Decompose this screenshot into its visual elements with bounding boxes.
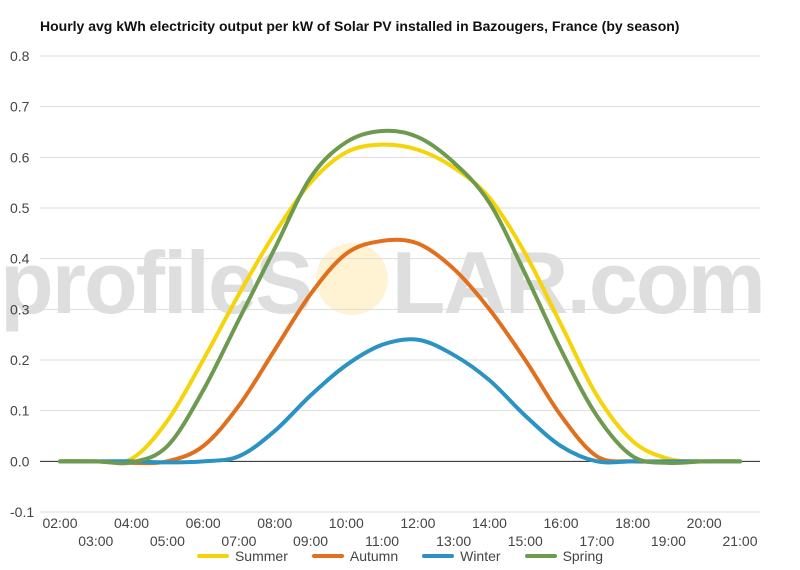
y-axis-ticks: 0.8 0.7 0.6 0.5 0.4 0.3 0.2 0.1 0.0 -0.1 (10, 48, 34, 520)
x-tick-label: 17:00 (579, 533, 614, 549)
legend-item-winter[interactable]: Winter (422, 548, 501, 564)
x-tick-label: 19:00 (651, 533, 686, 549)
legend-swatch-winter (422, 554, 455, 558)
legend-label-spring: Spring (562, 548, 604, 564)
y-tick-label: 0.6 (10, 149, 30, 165)
series-line-winter (58, 337, 742, 465)
x-tick-label: 06:00 (186, 515, 221, 531)
x-tick-label: 16:00 (544, 515, 579, 531)
y-tick-label: 0.0 (10, 453, 30, 469)
x-tick-label: 14:00 (472, 515, 507, 531)
x-axis-ticks: 02:0003:0004:0005:0006:0007:0008:0009:00… (42, 515, 757, 549)
legend-swatch-spring (524, 554, 557, 558)
x-tick-label: 05:00 (150, 533, 185, 549)
y-tick-label: 0.3 (10, 301, 30, 317)
x-tick-label: 20:00 (687, 515, 722, 531)
legend-swatch-autumn (311, 554, 344, 558)
x-tick-label: 08:00 (257, 515, 292, 531)
grid-lines (40, 55, 760, 513)
x-tick-label: 09:00 (293, 533, 328, 549)
watermark-text-left: profileS (0, 233, 314, 332)
x-tick-label: 07:00 (221, 533, 256, 549)
x-tick-label: 10:00 (329, 515, 364, 531)
legend-swatch-summer (196, 554, 229, 558)
y-tick-label: 0.8 (10, 48, 30, 64)
x-tick-label: 12:00 (400, 515, 435, 531)
x-tick-label: 03:00 (78, 533, 113, 549)
y-tick-label: 0.5 (10, 200, 30, 216)
legend-item-summer[interactable]: Summer (196, 548, 288, 564)
y-tick-label: -0.1 (10, 504, 34, 520)
x-tick-label: 13:00 (436, 533, 471, 549)
x-tick-label: 15:00 (508, 533, 543, 549)
x-tick-label: 02:00 (42, 515, 77, 531)
y-tick-label: 0.1 (10, 403, 30, 419)
series-line-summer (58, 142, 742, 465)
chart-title: Hourly avg kWh electricity output per kW… (40, 18, 680, 34)
y-tick-label: 0.7 (10, 99, 30, 115)
legend-item-spring[interactable]: Spring (524, 548, 604, 564)
legend: Summer Autumn Winter Spring (0, 548, 800, 564)
series-lines (58, 128, 742, 466)
x-tick-label: 21:00 (722, 533, 757, 549)
watermark-logo: profileS LAR.com (0, 232, 800, 334)
legend-label-autumn: Autumn (349, 548, 399, 564)
legend-item-autumn[interactable]: Autumn (311, 548, 399, 564)
series-line-spring (58, 128, 742, 466)
legend-label-winter: Winter (460, 548, 501, 564)
y-tick-label: 0.2 (10, 352, 30, 368)
x-tick-label: 18:00 (615, 515, 650, 531)
legend-label-summer: Summer (234, 548, 288, 564)
sun-icon (315, 243, 388, 315)
watermark-text-right: LAR.com (391, 233, 766, 332)
x-tick-label: 04:00 (114, 515, 149, 531)
y-tick-label: 0.4 (10, 251, 30, 267)
x-tick-label: 11:00 (365, 533, 399, 549)
